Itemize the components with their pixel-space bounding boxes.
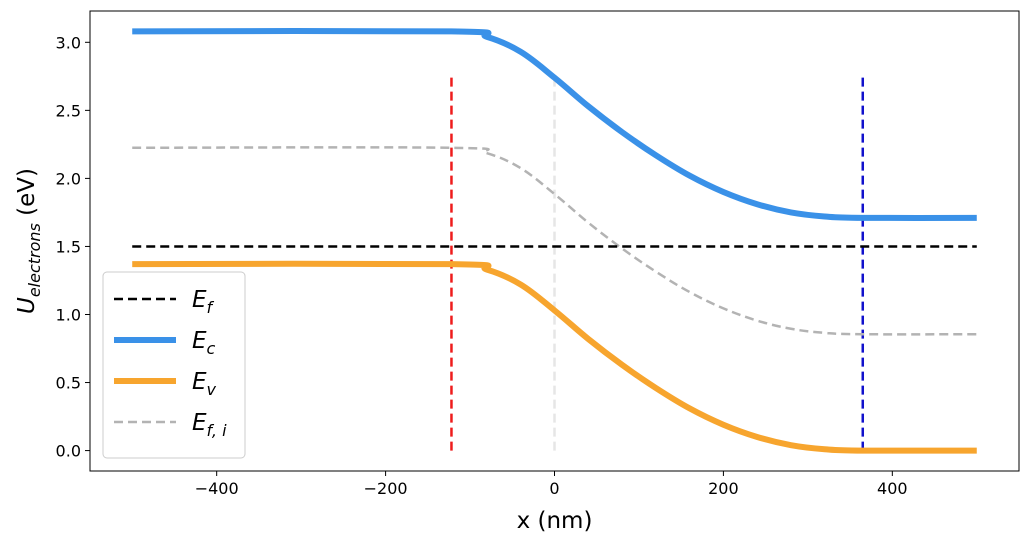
legend-entry: Ev <box>192 369 217 399</box>
legend-entry: Ef, i <box>192 410 227 440</box>
legend-box <box>102 271 246 459</box>
y-tick-label: 2.5 <box>56 101 81 120</box>
x-tick-label: 200 <box>708 479 739 498</box>
axes: −400 −200 0 200 400 0.0 0.5 1.0 1.5 2.0 2.5 3.0 <box>56 10 1020 498</box>
y-tick-label: 3.0 <box>56 33 81 52</box>
y-axis-label-unit: (eV) <box>14 168 40 223</box>
y-tick-label: 0.5 <box>56 374 81 393</box>
x-tick-label: 0 <box>549 479 559 498</box>
y-tick-label: 2.0 <box>56 169 81 188</box>
legend: Ef Ec Ev Ef, i <box>102 271 246 459</box>
y-tick-label: 0.0 <box>56 442 81 461</box>
series-line-ec <box>132 27 977 221</box>
x-axis-label: x (nm) <box>517 508 593 534</box>
x-tick-label: 400 <box>877 479 908 498</box>
y-axis-label: Uelectrons (eV) <box>14 168 44 314</box>
legend-entry: Ef <box>192 287 215 317</box>
y-tick-label: 1.0 <box>56 305 81 324</box>
y-axis-label-sub: electrons <box>25 223 44 297</box>
x-tick-label: −400 <box>195 479 239 498</box>
series-line-efi <box>132 146 977 336</box>
y-axis-label-main: U <box>14 297 40 314</box>
y-tick-label: 1.5 <box>56 237 81 256</box>
plot-area <box>132 27 977 454</box>
legend-entry: Ec <box>192 328 216 358</box>
series-line-ev <box>132 260 977 454</box>
x-tick-label: −200 <box>364 479 408 498</box>
